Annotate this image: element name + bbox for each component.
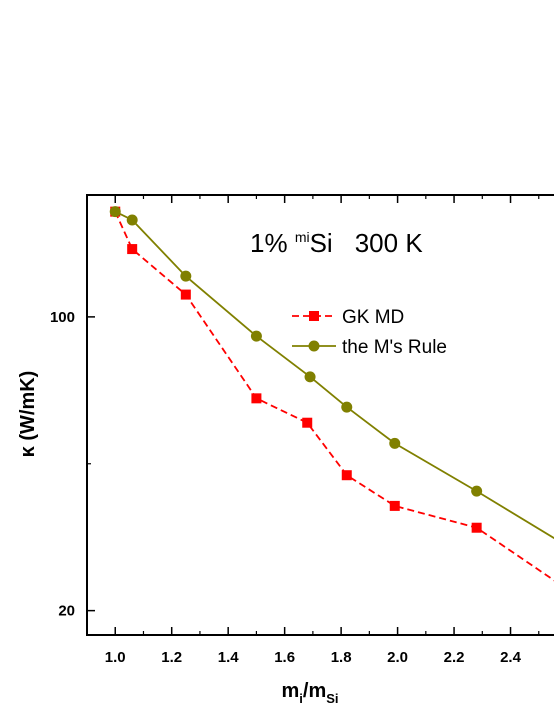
axis-ticks xyxy=(87,195,540,635)
legend: GK MD the M's Rule xyxy=(292,307,447,358)
y-tick-label: 20 xyxy=(58,603,75,620)
x-tick-label: 2.2 xyxy=(444,649,465,666)
data-point-circle xyxy=(126,214,138,226)
data-point-circle xyxy=(180,270,192,282)
x-tick-label: 2.0 xyxy=(387,649,408,666)
x-tick-label: 1.2 xyxy=(161,649,182,666)
y-tick-labels: 20 100 xyxy=(50,309,75,620)
x-tick-label: 2.4 xyxy=(500,649,522,666)
data-point-square xyxy=(389,500,400,511)
x-tick-label: 1.8 xyxy=(331,649,352,666)
x-tick-label: 1.6 xyxy=(274,649,295,666)
series-layer xyxy=(109,206,554,582)
x-tick-labels: 1.01.21.41.61.82.02.22.42.6 xyxy=(105,649,522,666)
annotation-superscript: mi xyxy=(295,229,310,245)
x-axis-title-main: m xyxy=(281,680,299,702)
legend-marker xyxy=(308,340,320,352)
data-point-square xyxy=(341,470,352,481)
data-point-square xyxy=(251,393,262,404)
y-tick-label: 100 xyxy=(50,309,75,326)
series-1 xyxy=(110,206,554,582)
legend-item-2: the M's Rule xyxy=(292,337,447,358)
x-tick-label: 1.4 xyxy=(218,649,240,666)
annotation-element: Si xyxy=(310,228,333,258)
series-2 xyxy=(109,206,554,540)
data-point-circle xyxy=(250,330,262,342)
legend-marker xyxy=(309,311,319,321)
data-point-circle xyxy=(304,371,316,383)
data-point-square xyxy=(127,244,138,255)
data-point-square xyxy=(180,289,191,300)
data-point-square xyxy=(302,417,313,428)
plot-frame xyxy=(86,194,554,636)
data-point-circle xyxy=(471,485,483,497)
x-axis-title-slash: /m xyxy=(303,680,326,702)
x-axis-title-sub2: Si xyxy=(326,691,338,706)
data-point-circle xyxy=(389,437,401,449)
series-line xyxy=(114,211,554,582)
data-point-circle xyxy=(341,401,353,413)
series-line xyxy=(114,210,554,540)
annotation-temperature: 300 K xyxy=(355,228,424,258)
annotation-prefix: 1% xyxy=(250,228,295,258)
legend-label: GK MD xyxy=(342,307,404,328)
legend-label: the M's Rule xyxy=(342,337,447,358)
x-tick-label: 1.0 xyxy=(105,649,126,666)
annotation: 1% miSi 300 K xyxy=(250,228,423,258)
y-axis-title: κ (W/mK) xyxy=(17,371,39,458)
data-point-square xyxy=(471,522,482,533)
legend-item-1: GK MD xyxy=(292,307,404,328)
data-point-circle xyxy=(109,206,121,218)
x-axis-title-sub1: i xyxy=(299,691,303,706)
x-axis-title: mi/mSi xyxy=(281,680,338,706)
